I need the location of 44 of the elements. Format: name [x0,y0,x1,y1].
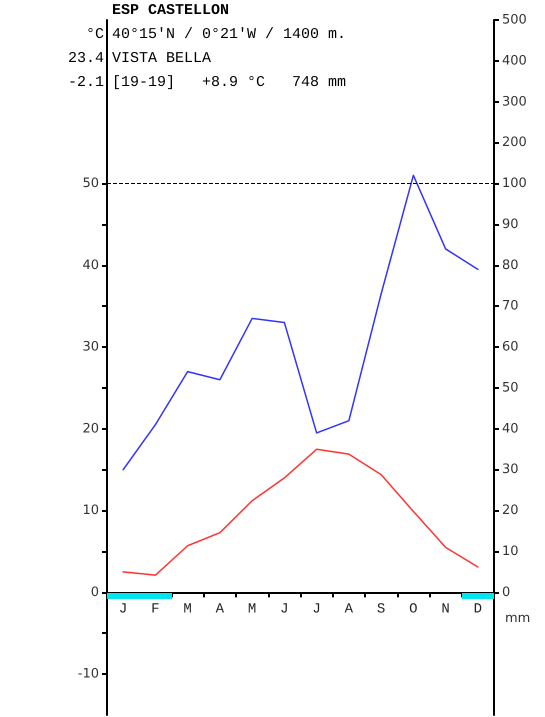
y2-axis-title: mm [505,611,530,626]
y-tick-label: -10 [78,666,99,682]
x-tick-label: M [248,601,256,618]
y3-tick-label: 300 [502,94,527,110]
x-tick-label: A [216,601,225,618]
y2-tick-label: 20 [502,503,519,518]
chart-title: ESP CASTELLON [112,2,230,19]
y-tick-label: 20 [82,421,99,436]
x-tick-label: S [376,601,386,618]
annotation: [19-19] +8.9 °C 748 mm [112,74,346,91]
y2-tick-label: 100 [502,176,527,192]
y3-tick-label: 500 [502,12,527,28]
x-tick-label: J [118,601,128,618]
x-tick-label: J [312,601,321,618]
y2-tick-label: 30 [502,462,519,478]
x-tick-label: F [151,601,160,618]
y-tick-label: 30 [82,340,99,355]
annotation: VISTA BELLA [112,50,212,67]
x-tick-label: M [183,601,192,618]
line-series [122,174,479,470]
y-tick-label: 40 [82,258,99,273]
y2-tick-label: 80 [502,258,519,273]
x-tick-label: D [474,601,482,618]
y2-tick-label: 70 [502,298,519,314]
line-series [122,448,479,576]
y-tick-label: 10 [82,503,99,518]
y3-tick-label: 400 [502,53,527,68]
y-tick-label: 0 [90,584,99,600]
y3-tick-label: 200 [502,135,527,150]
x-tick-label: O [409,601,418,618]
x-tick-label: A [344,601,354,618]
y2-tick-label: 10 [502,544,519,559]
chart-subtitle: 40°15'N / 0°21'W / 1400 m. [112,26,346,43]
y2-tick-label: 50 [502,380,519,396]
x-tick-label: N [441,601,450,618]
y-tick-label: 50 [82,176,99,192]
y2-tick-label: 60 [502,340,519,355]
text: 23.4 [68,50,104,67]
y2-tick-label: 90 [502,216,519,232]
x-tick-label: J [280,601,289,618]
y2-tick-label: 0 [502,584,510,600]
y-axis-title: °C [86,26,104,43]
y2-tick-label: 40 [502,421,519,436]
text: -2.1 [68,74,104,91]
